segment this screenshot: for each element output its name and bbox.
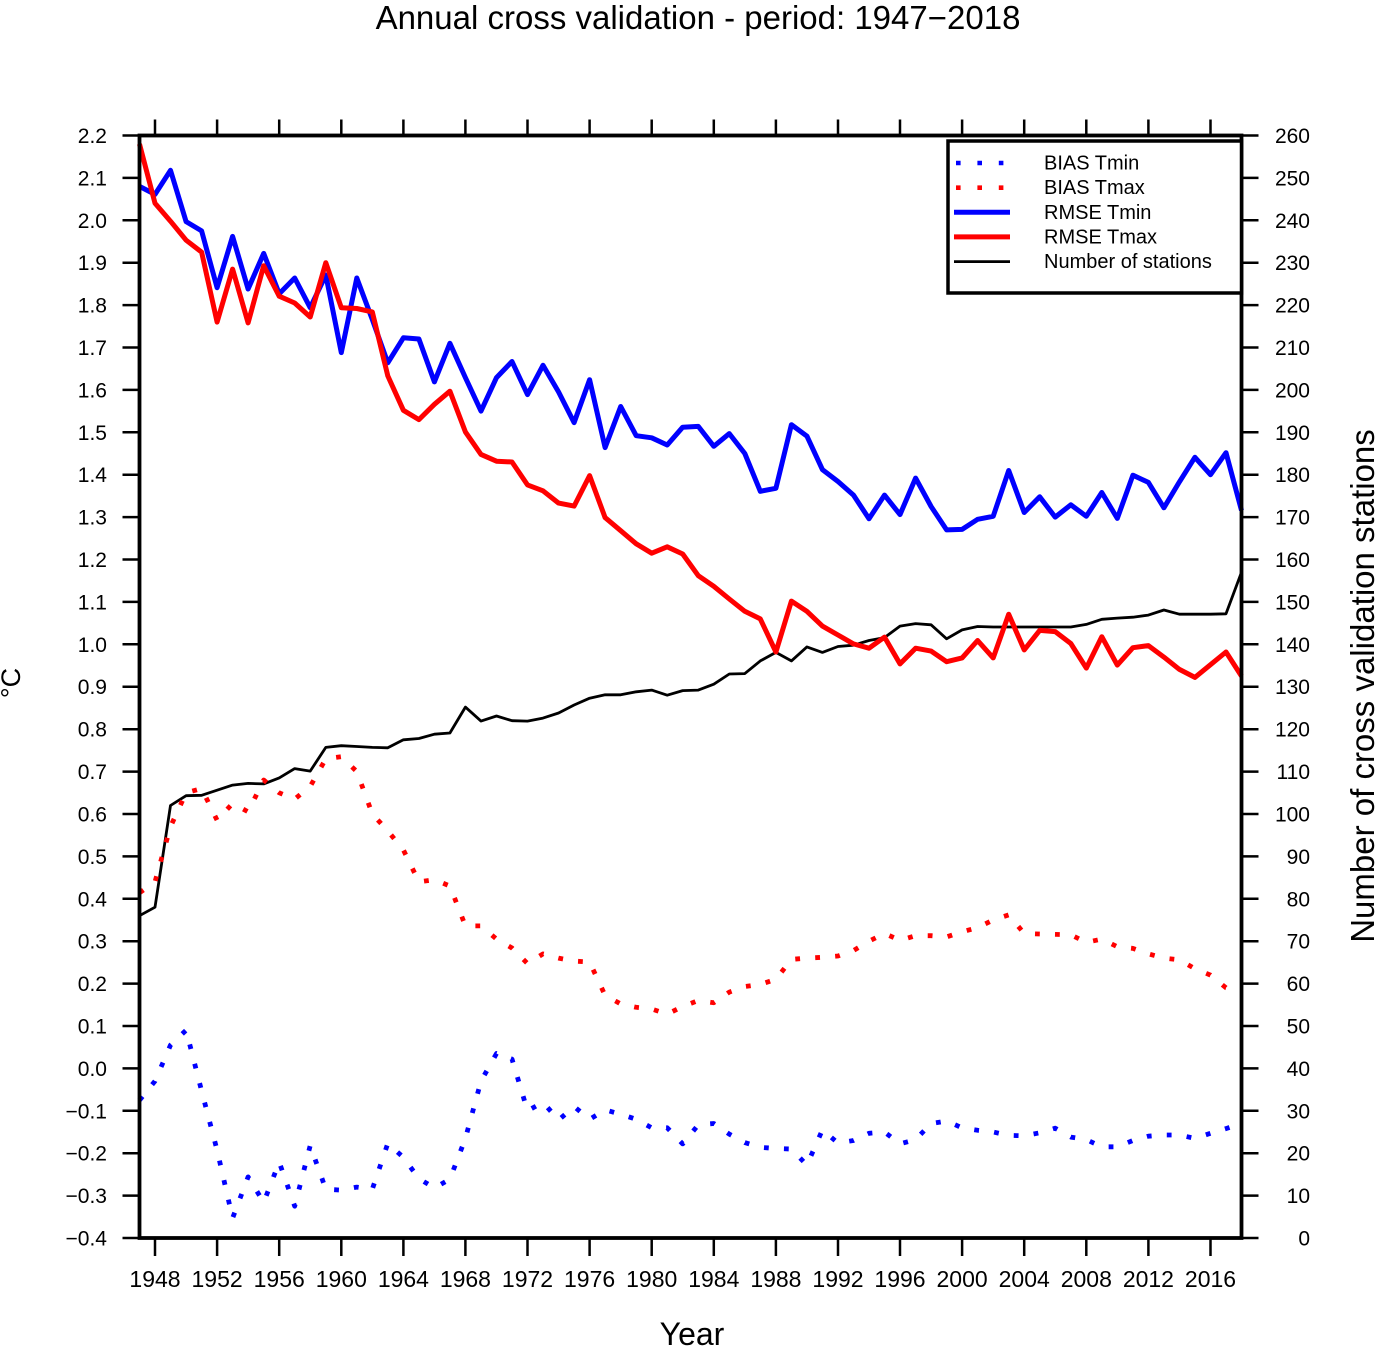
svg-text:0.2: 0.2 [78, 973, 107, 996]
svg-text:200: 200 [1275, 379, 1310, 402]
svg-text:180: 180 [1275, 464, 1310, 487]
svg-text:130: 130 [1275, 676, 1310, 699]
svg-text:140: 140 [1275, 634, 1310, 657]
svg-text:120: 120 [1275, 719, 1310, 742]
svg-text:100: 100 [1275, 804, 1310, 827]
svg-text:1.2: 1.2 [78, 549, 107, 572]
svg-text:2000: 2000 [937, 1266, 988, 1292]
svg-text:2.1: 2.1 [78, 167, 107, 190]
svg-text:−0.4: −0.4 [66, 1228, 108, 1251]
svg-text:260: 260 [1275, 125, 1310, 148]
svg-text:1992: 1992 [812, 1266, 863, 1292]
svg-text:2016: 2016 [1185, 1266, 1236, 1292]
svg-text:50: 50 [1287, 1016, 1310, 1039]
svg-text:1.9: 1.9 [78, 252, 107, 275]
svg-text:0.7: 0.7 [78, 761, 107, 784]
svg-text:210: 210 [1275, 337, 1310, 360]
svg-text:0.0: 0.0 [78, 1058, 107, 1081]
svg-text:0.9: 0.9 [78, 676, 107, 699]
svg-text:−0.2: −0.2 [66, 1143, 107, 1166]
svg-text:1968: 1968 [440, 1266, 491, 1292]
svg-text:1.5: 1.5 [78, 422, 107, 445]
svg-text:2.0: 2.0 [78, 210, 107, 233]
svg-text:0.1: 0.1 [78, 1016, 107, 1039]
svg-text:Number of stations: Number of stations [1044, 251, 1212, 273]
svg-text:0: 0 [1298, 1228, 1310, 1251]
svg-text:0.8: 0.8 [78, 719, 107, 742]
svg-text:2004: 2004 [999, 1266, 1050, 1292]
svg-text:2.2: 2.2 [78, 125, 107, 148]
svg-text:110: 110 [1277, 761, 1310, 784]
svg-text:°C: °C [0, 668, 26, 698]
svg-text:1.1: 1.1 [78, 591, 107, 614]
svg-text:1952: 1952 [192, 1266, 243, 1292]
svg-text:1988: 1988 [750, 1266, 801, 1292]
svg-text:1.3: 1.3 [78, 507, 107, 530]
svg-text:Year: Year [660, 1316, 725, 1350]
svg-text:1960: 1960 [316, 1266, 367, 1292]
svg-text:30: 30 [1287, 1100, 1310, 1123]
svg-text:1.0: 1.0 [78, 634, 107, 657]
svg-text:Number of cross validation sta: Number of cross validation stations [1344, 429, 1375, 943]
svg-text:1964: 1964 [378, 1266, 429, 1292]
svg-text:220: 220 [1275, 295, 1310, 318]
svg-text:1956: 1956 [254, 1266, 305, 1292]
svg-text:1984: 1984 [688, 1266, 739, 1292]
svg-text:1980: 1980 [626, 1266, 677, 1292]
svg-text:80: 80 [1287, 888, 1310, 911]
svg-text:230: 230 [1275, 252, 1310, 275]
svg-text:BIAS Tmin: BIAS Tmin [1044, 153, 1139, 175]
svg-text:1948: 1948 [129, 1266, 180, 1292]
svg-text:1.6: 1.6 [78, 379, 107, 402]
svg-text:−0.1: −0.1 [66, 1100, 107, 1123]
svg-text:0.4: 0.4 [78, 888, 108, 911]
svg-text:RMSE Tmax: RMSE Tmax [1044, 226, 1157, 248]
svg-text:0.5: 0.5 [78, 846, 107, 869]
svg-text:0.3: 0.3 [78, 931, 107, 954]
svg-text:70: 70 [1287, 931, 1310, 954]
svg-text:RMSE Tmin: RMSE Tmin [1044, 202, 1151, 224]
svg-text:0.6: 0.6 [78, 804, 107, 827]
svg-text:150: 150 [1275, 591, 1310, 614]
svg-text:250: 250 [1275, 167, 1310, 190]
svg-text:170: 170 [1275, 507, 1310, 530]
svg-text:90: 90 [1287, 846, 1310, 869]
svg-text:60: 60 [1287, 973, 1310, 996]
svg-text:BIAS Tmax: BIAS Tmax [1044, 177, 1145, 199]
svg-text:1996: 1996 [874, 1266, 925, 1292]
svg-text:1.8: 1.8 [78, 295, 107, 318]
svg-text:240: 240 [1275, 210, 1310, 233]
svg-text:2008: 2008 [1061, 1266, 1112, 1292]
svg-text:1.7: 1.7 [78, 337, 107, 360]
svg-text:Annual cross validation - peri: Annual cross validation - period: 1947−2… [376, 0, 1021, 36]
svg-text:40: 40 [1287, 1058, 1310, 1081]
svg-text:1972: 1972 [502, 1266, 553, 1292]
svg-text:−0.3: −0.3 [66, 1185, 107, 1208]
svg-text:1.4: 1.4 [78, 464, 108, 487]
svg-text:190: 190 [1275, 422, 1310, 445]
svg-text:160: 160 [1275, 549, 1310, 572]
svg-text:10: 10 [1287, 1185, 1310, 1208]
svg-text:2012: 2012 [1123, 1266, 1174, 1292]
svg-text:1976: 1976 [564, 1266, 615, 1292]
svg-text:20: 20 [1287, 1143, 1310, 1166]
